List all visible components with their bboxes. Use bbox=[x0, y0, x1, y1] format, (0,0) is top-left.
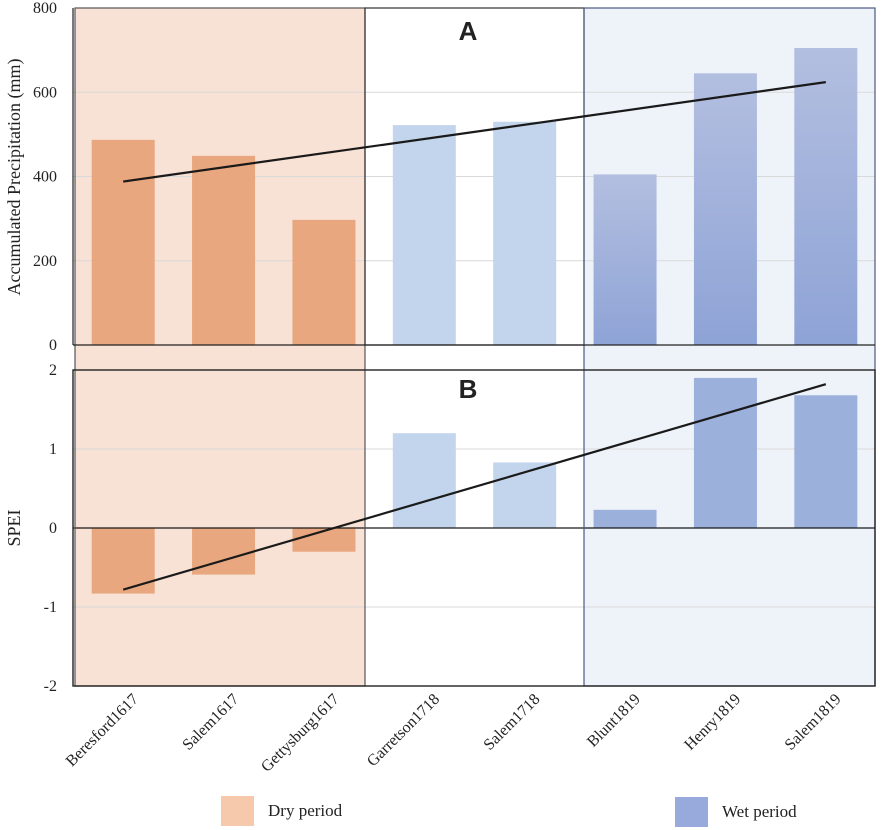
trendline-b bbox=[122, 383, 827, 591]
bar-a-henry1819 bbox=[693, 73, 757, 345]
y-axis-label-panel-b: SPEI bbox=[4, 509, 24, 546]
y-tick-b: 2 bbox=[49, 362, 57, 379]
y-tick-a: 0 bbox=[49, 337, 57, 354]
bar-b-garretson1718 bbox=[392, 433, 456, 528]
x-tick-label: Salem1819 bbox=[782, 691, 845, 754]
x-tick-label: Henry1819 bbox=[681, 691, 744, 754]
y-tick-a: 400 bbox=[33, 169, 57, 186]
y-tick-a: 600 bbox=[33, 84, 57, 101]
y-tick-a: 800 bbox=[33, 0, 57, 17]
bar-a-beresford1617 bbox=[91, 139, 155, 345]
y-tick-b: 0 bbox=[49, 520, 57, 537]
legend-swatch-wet bbox=[675, 797, 708, 827]
bar-a-salem1718 bbox=[493, 121, 557, 345]
panel-label-b: B bbox=[459, 374, 478, 404]
bar-a-salem1819 bbox=[794, 48, 858, 346]
bar-b-henry1819 bbox=[693, 377, 757, 528]
x-tick-label: Salem1718 bbox=[481, 691, 544, 754]
legend-dry-period: Dry period bbox=[221, 796, 342, 826]
panel-frames bbox=[72, 7, 876, 687]
x-tick-label: Beresford1617 bbox=[63, 691, 142, 770]
x-tick-label: Garretson1718 bbox=[364, 691, 443, 770]
bar-a-gettysburg1617 bbox=[292, 219, 356, 345]
bar-b-salem1819 bbox=[794, 395, 858, 528]
bar-a-blunt1819 bbox=[593, 174, 657, 345]
y-axis-label-panel-a: Accumulated Precipitation (mm) bbox=[4, 59, 25, 296]
bar-a-salem1617 bbox=[192, 155, 256, 345]
legend-label-wet: Wet period bbox=[722, 802, 797, 821]
trendline-a bbox=[123, 81, 826, 183]
legend-swatch-dry bbox=[221, 796, 254, 826]
x-tick-label: Blunt1819 bbox=[584, 691, 644, 751]
y-tick-a: 200 bbox=[33, 253, 57, 270]
bar-b-blunt1819 bbox=[593, 509, 657, 528]
bar-a-garretson1718 bbox=[392, 125, 456, 345]
y-tick-b: -1 bbox=[44, 599, 57, 616]
x-tick-label: Salem1617 bbox=[179, 691, 242, 754]
y-tick-b: -2 bbox=[44, 678, 57, 695]
bar-b-gettysburg1617 bbox=[292, 528, 356, 552]
x-tick-label: Gettysburg1617 bbox=[258, 691, 343, 776]
panel-label-a: A bbox=[459, 16, 478, 46]
panel-b-frame bbox=[72, 369, 876, 687]
legend-label-dry: Dry period bbox=[268, 801, 343, 820]
y-tick-b: 1 bbox=[49, 441, 57, 458]
legend-wet-period: Wet period bbox=[675, 797, 797, 827]
trendlines bbox=[122, 81, 827, 591]
